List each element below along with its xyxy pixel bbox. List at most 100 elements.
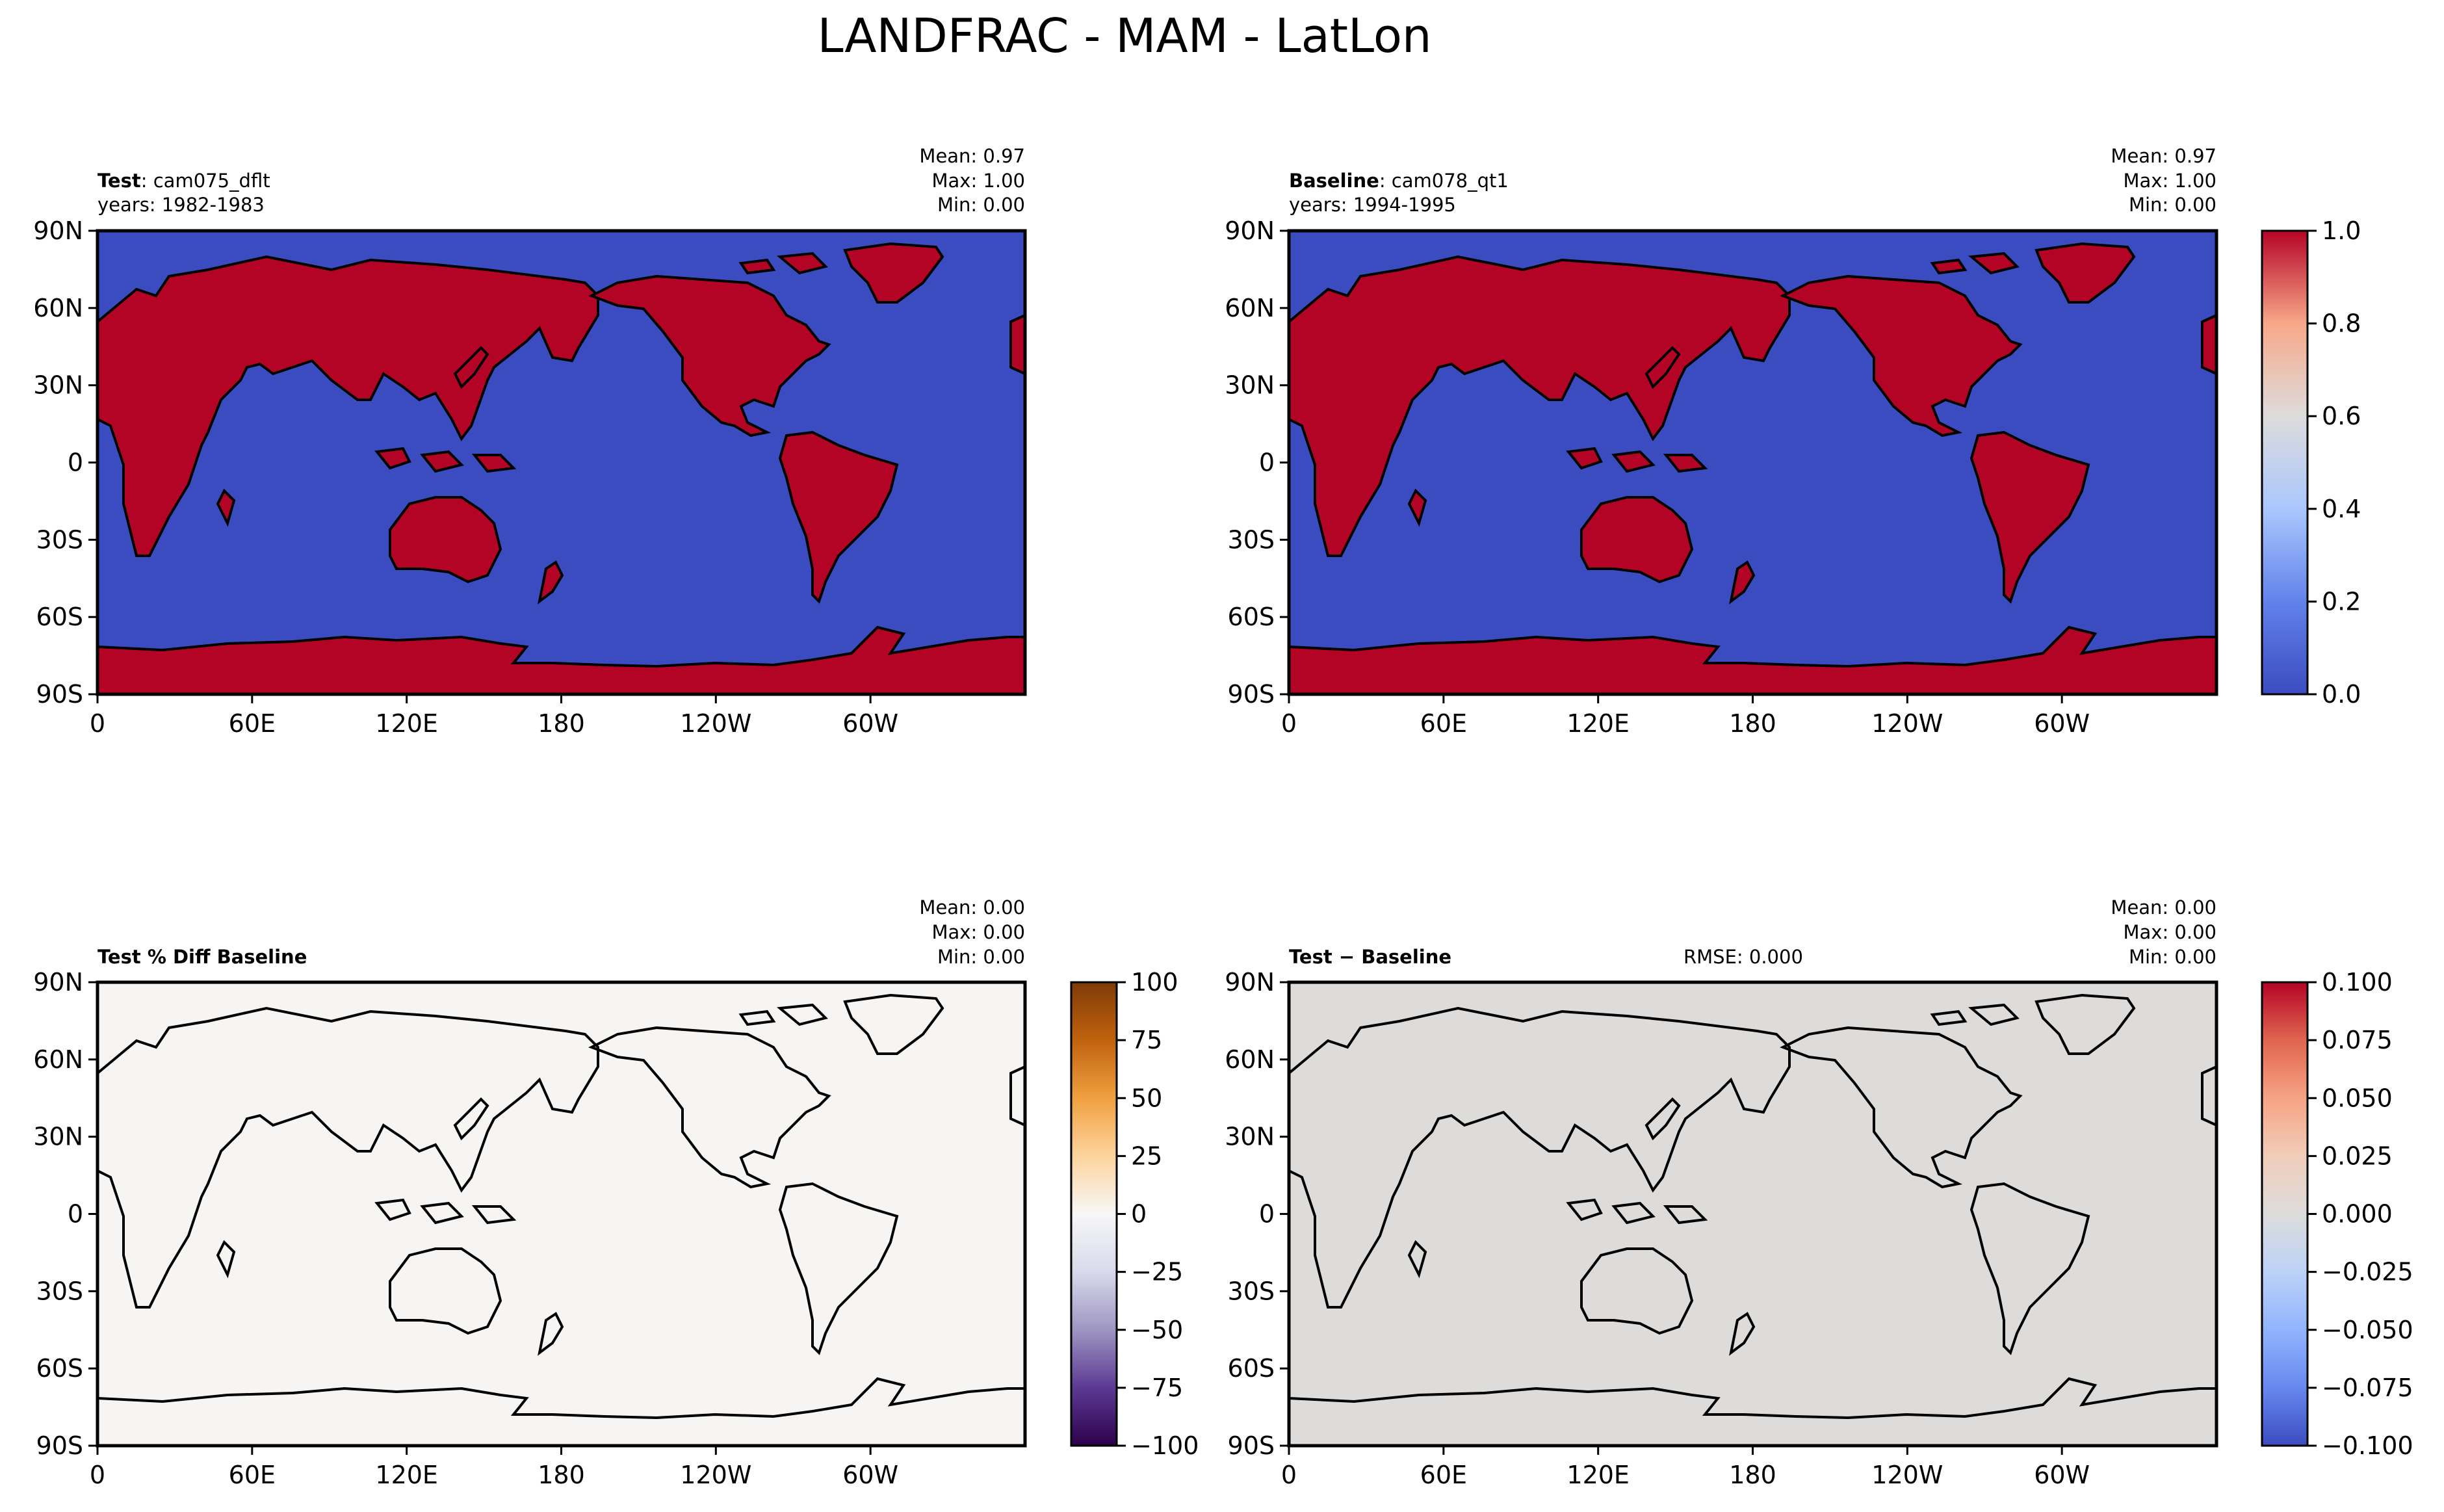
colorbar-tick-label: 50 bbox=[1131, 1084, 1162, 1112]
panel-diff-stat-max: Max: 0.00 bbox=[2123, 921, 2216, 943]
lon-tick-label: 120E bbox=[375, 709, 438, 738]
colorbar-tick-label: −100 bbox=[1131, 1431, 1199, 1460]
lon-tick-label: 0 bbox=[90, 1461, 105, 1489]
panel-diff-stat-mean: Mean: 0.00 bbox=[2111, 896, 2216, 919]
panel-test-title-bold: Test bbox=[98, 170, 141, 192]
colorbar-pctdiff: 100 75 50 25 0 −25 −50 −75 −100 bbox=[1070, 968, 1199, 1460]
lat-tick-label: 30N bbox=[33, 1123, 83, 1151]
lon-tick-label: 120W bbox=[1871, 1461, 1943, 1489]
colorbar-tick-label: 25 bbox=[1131, 1141, 1162, 1170]
colorbar-gradient bbox=[2261, 229, 2309, 696]
lon-tick-label: 120E bbox=[375, 1461, 438, 1489]
panel-baseline-stat-min: Min: 0.00 bbox=[2129, 194, 2216, 216]
colorbar-landfrac: 1.0 0.8 0.6 0.4 0.2 0.0 bbox=[2261, 216, 2361, 709]
lat-tick-label: 0 bbox=[1259, 1200, 1275, 1229]
colorbar-tick-label: −25 bbox=[1131, 1258, 1183, 1286]
colorbar-tick-label: 0.2 bbox=[2322, 587, 2361, 616]
lon-tick-label: 120W bbox=[680, 1461, 751, 1489]
colorbar-tick-label: −0.050 bbox=[2322, 1316, 2413, 1344]
lon-tick-label: 120E bbox=[1566, 1461, 1630, 1489]
lon-tick-label: 0 bbox=[1281, 1461, 1297, 1489]
lat-tick-label: 30N bbox=[1225, 371, 1275, 400]
panel-test-title-rest: : cam075_dflt bbox=[141, 170, 270, 192]
colorbar-tick-label: −75 bbox=[1131, 1374, 1183, 1402]
panel-diff-rmse: RMSE: 0.000 bbox=[1684, 946, 1803, 968]
colorbar-tick-label: 0 bbox=[1131, 1200, 1147, 1229]
colorbar-tick-label: 0.000 bbox=[2322, 1200, 2393, 1229]
colorbar-tick-label: 1.0 bbox=[2322, 216, 2361, 245]
lat-tick-label: 90S bbox=[36, 680, 83, 709]
lat-tick-label: 60N bbox=[33, 1045, 83, 1074]
panel-pctdiff-header: Test % Diff Baseline Mean: 0.00 Max: 0.0… bbox=[98, 896, 1025, 968]
lon-tick-label: 60W bbox=[2034, 709, 2090, 738]
panel-test-stat-max: Max: 1.00 bbox=[931, 170, 1025, 192]
colorbar-tick-label: −50 bbox=[1131, 1316, 1183, 1344]
panel-diff-title: Test − Baseline bbox=[1289, 946, 1451, 968]
map-field bbox=[98, 982, 1025, 1446]
lat-tick-label: 90S bbox=[36, 1431, 83, 1460]
panel-pctdiff-title: Test % Diff Baseline bbox=[98, 946, 307, 968]
panel-pctdiff-stat-min: Min: 0.00 bbox=[937, 946, 1025, 968]
lat-tick-label: 30S bbox=[1228, 525, 1275, 554]
lon-tick-label: 120W bbox=[1871, 709, 1943, 738]
lat-tick-label: 30S bbox=[36, 525, 83, 554]
panel-baseline-years: years: 1994-1995 bbox=[1289, 194, 1456, 216]
colorbar-tick-label: −0.025 bbox=[2322, 1258, 2413, 1286]
panel-test-stat-mean: Mean: 0.97 bbox=[919, 145, 1025, 167]
lat-tick-label: 60S bbox=[36, 603, 83, 631]
lon-tick-label: 60E bbox=[1420, 1461, 1467, 1489]
colorbar-tick-label: −0.100 bbox=[2322, 1431, 2413, 1460]
colorbar-tick-label: 100 bbox=[1131, 968, 1178, 997]
colorbar-tick-label: 0.050 bbox=[2322, 1084, 2393, 1112]
lon-tick-label: 60E bbox=[1420, 709, 1467, 738]
lat-tick-label: 90N bbox=[33, 216, 83, 245]
lon-tick-label: 0 bbox=[1281, 709, 1297, 738]
panel-diff-header: Test − Baseline RMSE: 0.000 Mean: 0.00 M… bbox=[1289, 896, 2216, 968]
colorbar-diff: 0.100 0.075 0.050 0.025 0.000 −0.025 −0.050 −0.… bbox=[2261, 968, 2413, 1460]
lat-tick-label: 60S bbox=[1228, 603, 1275, 631]
lat-tick-label: 60S bbox=[1228, 1354, 1275, 1383]
panel-test-years: years: 1982-1983 bbox=[98, 194, 265, 216]
lon-tick-label: 180 bbox=[1729, 709, 1776, 738]
figure-title: LANDFRAC - MAM - LatLon bbox=[817, 8, 1431, 63]
panel-pctdiff-stat-mean: Mean: 0.00 bbox=[919, 896, 1025, 919]
colorbar-gradient bbox=[1070, 981, 1118, 1447]
lon-tick-label: 60E bbox=[229, 1461, 276, 1489]
lat-tick-label: 30N bbox=[1225, 1123, 1275, 1151]
colorbar-tick-label: 0.075 bbox=[2322, 1026, 2393, 1054]
colorbar-tick-label: 75 bbox=[1131, 1026, 1162, 1054]
colorbar-tick-label: 0.025 bbox=[2322, 1141, 2393, 1170]
lon-tick-label: 180 bbox=[538, 1461, 585, 1489]
colorbar-tick-label: 0.4 bbox=[2322, 495, 2361, 523]
lat-tick-label: 30S bbox=[1228, 1277, 1275, 1305]
panel-baseline-stat-mean: Mean: 0.97 bbox=[2111, 145, 2216, 167]
lat-tick-label: 90S bbox=[1228, 1431, 1275, 1460]
lon-tick-label: 60W bbox=[842, 1461, 898, 1489]
lon-tick-label: 120E bbox=[1566, 709, 1630, 738]
panel-test-header: Test: cam075_dflt years: 1982-1983 Mean:… bbox=[98, 145, 1025, 216]
lat-tick-label: 0 bbox=[1259, 449, 1275, 477]
colorbar-tick-label: −0.075 bbox=[2322, 1374, 2413, 1402]
panel-pctdiff-stat-max: Max: 0.00 bbox=[931, 921, 1025, 943]
colorbar-tick-label: 0.6 bbox=[2322, 402, 2361, 430]
lon-tick-label: 60E bbox=[229, 709, 276, 738]
lon-tick-label: 120W bbox=[680, 709, 751, 738]
lon-tick-label: 0 bbox=[90, 709, 105, 738]
panel-baseline-title-rest: : cam078_qt1 bbox=[1379, 170, 1509, 192]
lat-tick-label: 60N bbox=[1225, 294, 1275, 322]
lon-tick-label: 60W bbox=[842, 709, 898, 738]
colorbar-tick-label: 0.100 bbox=[2322, 968, 2393, 997]
svg-text:Baseline: cam078_qt1: Baseline: cam078_qt1 bbox=[1289, 170, 1509, 192]
lon-tick-label: 60W bbox=[2034, 1461, 2090, 1489]
panel-baseline-header: Baseline: cam078_qt1 years: 1994-1995 Me… bbox=[1289, 145, 2216, 216]
lat-tick-label: 30S bbox=[36, 1277, 83, 1305]
lat-tick-label: 90N bbox=[1225, 968, 1275, 997]
panel-diff-stat-min: Min: 0.00 bbox=[2129, 946, 2216, 968]
lat-tick-label: 90N bbox=[33, 968, 83, 997]
lat-tick-label: 60S bbox=[36, 1354, 83, 1383]
